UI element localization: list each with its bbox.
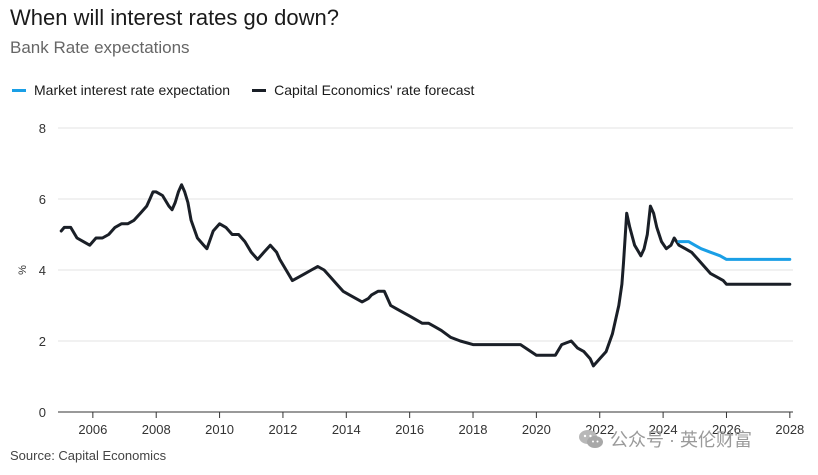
chart-subtitle: Bank Rate expectations: [10, 38, 190, 57]
legend-label-forecast: Capital Economics' rate forecast: [274, 82, 475, 98]
y-tick-label-6: 6: [39, 192, 46, 207]
legend-swatch-market: [12, 88, 26, 92]
series-line-capital-economics-forecast: [59, 183, 792, 368]
x-tick-label-2018: 2018: [459, 422, 488, 437]
y-axis-label: %: [17, 265, 29, 275]
legend-item-forecast: Capital Economics' rate forecast: [252, 82, 474, 98]
chart-title: When will interest rates go down?: [10, 5, 339, 30]
source-note: Source: Capital Economics: [10, 448, 167, 463]
y-tick-label-2: 2: [39, 334, 46, 349]
y-tick-label-0: 0: [39, 405, 46, 420]
series-line-market-expectation: [677, 240, 792, 261]
watermark-text: 公众号 · 英伦财富: [610, 430, 752, 450]
y-tick-label-4: 4: [39, 263, 46, 278]
y-tick-label-8: 8: [39, 121, 46, 136]
x-tick-label-2008: 2008: [142, 422, 171, 437]
x-tick-label-2012: 2012: [268, 422, 297, 437]
legend-label-market: Market interest rate expectation: [34, 82, 231, 98]
watermark: 公众号 · 英伦财富: [578, 426, 752, 452]
x-tick-label-2006: 2006: [78, 422, 107, 437]
x-tick-label-2026: 2026: [712, 422, 741, 437]
wechat-icon: [579, 430, 603, 448]
x-tick-label-2024: 2024: [649, 422, 678, 437]
chart-legend: Market interest rate expectation Capital…: [12, 82, 474, 98]
legend-swatch-forecast: [252, 88, 267, 92]
legend-item-market: Market interest rate expectation: [12, 82, 230, 98]
x-tick-label-2016: 2016: [395, 422, 424, 437]
x-tick-label-2010: 2010: [205, 422, 234, 437]
x-tick-label-2028: 2028: [775, 422, 804, 437]
x-tick-label-2014: 2014: [332, 422, 361, 437]
x-tick-label-2020: 2020: [522, 422, 551, 437]
